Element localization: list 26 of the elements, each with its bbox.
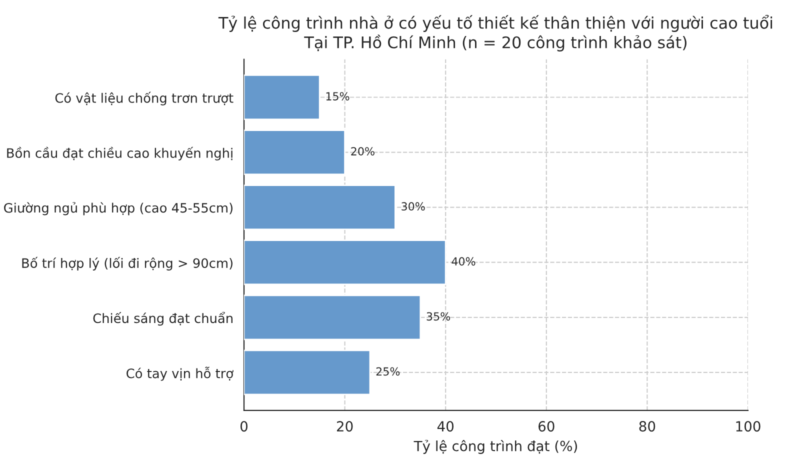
y-tick-label: Giường ngủ phù hợp (cao 45-55cm) <box>4 202 232 216</box>
x-tick-label: 80 <box>639 421 656 432</box>
bar <box>244 184 396 230</box>
data-label: 20% <box>351 147 374 156</box>
bar <box>244 240 446 286</box>
bar <box>244 74 320 120</box>
data-label: 25% <box>376 367 400 376</box>
y-tick-label: Có vật liệu chống trơn trượt <box>55 92 234 106</box>
x-axis-title: Tỷ lệ công trình đạt (%) <box>414 440 577 454</box>
y-tick-label: Bố trí hợp lý (lối đi rộng > 90cm) <box>22 256 232 270</box>
bar <box>244 130 346 175</box>
x-tick-label: 0 <box>240 421 248 432</box>
chart-title: Tỷ lệ công trình nhà ở có yếu tố thiết kế thân thiện với người cao tuổi Tại TP. Hồ Chí Minh (n = 20 công trình khảo sát) <box>218 14 772 52</box>
bar <box>244 294 422 340</box>
y-tick-label: Bồn cầu đạt chiều cao khuyến nghị <box>7 146 232 160</box>
y-tick-label: Có tay vịn hỗ trợ <box>126 366 234 381</box>
data-label: 30% <box>402 202 425 211</box>
bar <box>244 350 371 396</box>
data-label: 40% <box>452 257 476 266</box>
x-tick-label: 100 <box>736 421 760 432</box>
data-label: 35% <box>426 312 450 321</box>
y-tick-label: Chiếu sáng đạt chuẩn <box>93 312 232 326</box>
x-tick-label: 20 <box>336 421 353 432</box>
x-tick-label: 40 <box>437 421 454 432</box>
x-tick-label: 60 <box>538 421 554 432</box>
data-label: 15% <box>326 92 350 100</box>
